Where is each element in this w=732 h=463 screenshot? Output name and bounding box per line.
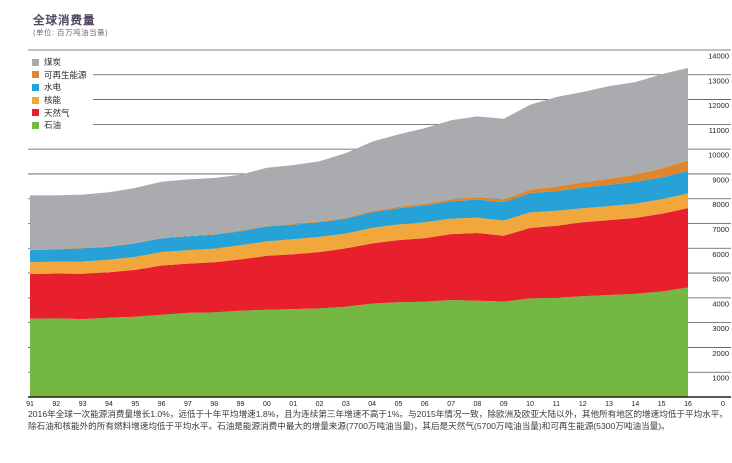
- x-axis-tick-label: 08: [474, 401, 482, 408]
- y-axis-tick-label: 11000: [709, 126, 729, 135]
- y-axis-tick-label: 3000: [712, 324, 729, 333]
- legend-label: 核能: [44, 95, 62, 106]
- series-gas: [30, 208, 688, 320]
- y-axis-zero-label: 0: [721, 399, 725, 408]
- y-axis-tick-label: 6000: [712, 250, 729, 259]
- chart-caption: 2016年全球一次能源消费量增长1.0%，远低于十年平均增速1.8%，且为连续第…: [28, 409, 728, 432]
- legend-item-coal: 煤炭: [32, 56, 87, 69]
- y-axis-tick-label: 13000: [708, 76, 729, 85]
- chart-unit-subtitle: (单位: 百万吨油当量): [33, 28, 109, 37]
- y-axis-tick-label: 12000: [708, 101, 729, 110]
- x-axis-tick-label: 97: [184, 401, 192, 408]
- x-axis-tick-label: 98: [210, 401, 218, 408]
- x-axis-tick-label: 11: [553, 401, 560, 408]
- x-axis-tick-label: 92: [52, 401, 60, 408]
- y-axis-tick-label: 4000: [712, 299, 729, 308]
- renewables-swatch-icon: [32, 71, 39, 79]
- nuclear-swatch-icon: [32, 96, 39, 104]
- chart-title: 全球消费量: [33, 15, 96, 27]
- y-axis-tick-label: 1000: [712, 374, 729, 383]
- legend-item-hydro: 水电: [32, 81, 87, 94]
- x-axis-tick-label: 12: [579, 401, 587, 408]
- y-axis-tick-label: 2000: [712, 349, 729, 358]
- x-axis-tick-label: 03: [342, 401, 350, 408]
- x-axis-tick-label: 00: [263, 401, 271, 408]
- x-axis-tick-label: 95: [131, 401, 139, 408]
- legend-item-renewables: 可再生能源: [32, 69, 87, 82]
- x-axis-tick-label: 09: [500, 401, 508, 408]
- y-axis-tick-label: 9000: [712, 175, 729, 184]
- x-axis-tick-label: 15: [658, 401, 666, 408]
- x-axis-tick-label: 14: [631, 401, 639, 408]
- legend-label: 煤炭: [44, 57, 62, 68]
- legend-label: 天然气: [44, 107, 70, 118]
- legend-item-nuclear: 核能: [32, 94, 87, 107]
- series-oil: [30, 287, 688, 397]
- y-axis-tick-label: 7000: [712, 225, 729, 234]
- x-axis-tick-label: 05: [395, 401, 403, 408]
- x-axis-tick-label: 02: [316, 401, 324, 408]
- legend-label: 石油: [44, 120, 62, 131]
- x-axis-tick-label: 07: [447, 401, 455, 408]
- x-axis-tick-label: 16: [684, 401, 692, 408]
- y-axis-tick-label: 14000: [708, 52, 729, 61]
- legend-label: 水电: [44, 82, 62, 93]
- y-axis-tick-label: 10000: [708, 151, 729, 160]
- x-axis-tick-label: 99: [237, 401, 245, 408]
- x-axis-tick-label: 91: [26, 401, 34, 408]
- legend-item-gas: 天然气: [32, 106, 87, 119]
- legend-item-oil: 石油: [32, 119, 87, 132]
- x-axis-tick-label: 04: [368, 401, 376, 408]
- x-axis-tick-label: 10: [526, 401, 534, 408]
- hydro-swatch-icon: [32, 83, 39, 91]
- y-axis-tick-label: 8000: [712, 200, 729, 209]
- x-axis-tick-label: 06: [421, 401, 429, 408]
- series-hydro: [30, 170, 688, 263]
- x-axis-tick-label: 96: [158, 401, 166, 408]
- series-nuclear: [30, 193, 688, 274]
- oil-swatch-icon: [32, 121, 39, 129]
- coal-swatch-icon: [32, 58, 39, 66]
- x-axis-tick-label: 93: [79, 401, 87, 408]
- y-axis-tick-label: 5000: [712, 275, 729, 284]
- legend-label: 可再生能源: [44, 69, 87, 80]
- x-axis-tick-label: 13: [605, 401, 613, 408]
- chart-legend: 煤炭 可再生能源 水电 核能 天然气 石油: [28, 53, 93, 135]
- gas-swatch-icon: [32, 109, 39, 117]
- series-coal: [30, 67, 688, 250]
- x-axis-tick-label: 01: [289, 401, 297, 408]
- x-axis-tick-label: 94: [105, 401, 113, 408]
